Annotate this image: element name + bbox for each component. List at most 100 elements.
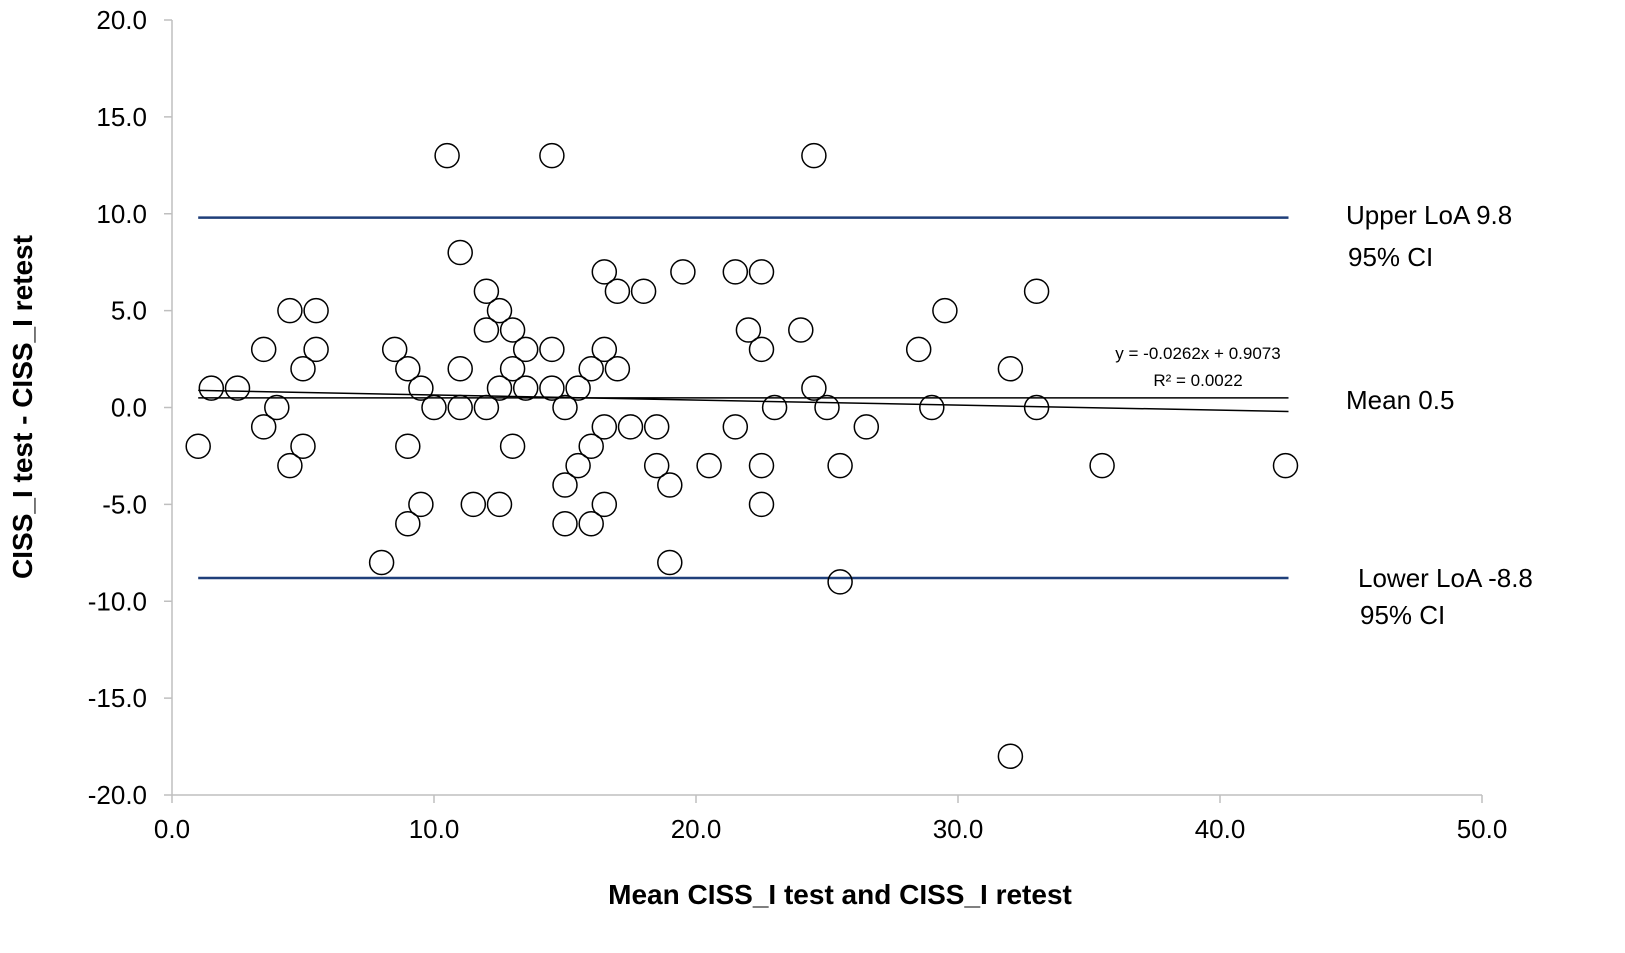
annotations: Upper LoA 9.8 95% CI Mean 0.5 Lower LoA … <box>7 200 1533 910</box>
y-axis-label: CISS_I test - CISS_I retest <box>7 235 38 579</box>
data-point <box>997 356 1024 382</box>
data-point <box>1089 452 1115 479</box>
data-point <box>801 375 827 401</box>
y-tick-label: -20.0 <box>88 780 147 810</box>
data-point <box>814 394 840 421</box>
y-tick-label: 0.0 <box>111 393 147 423</box>
data-point <box>630 278 657 304</box>
data-point <box>578 511 604 537</box>
data-point <box>473 278 500 304</box>
y-tick-label: 5.0 <box>111 296 147 326</box>
x-tick-label: 20.0 <box>671 814 722 844</box>
data-point <box>670 259 696 285</box>
data-point <box>250 336 277 363</box>
data-point <box>499 433 526 459</box>
x-tick-label: 30.0 <box>933 814 984 844</box>
data-point <box>460 491 487 518</box>
data-point <box>748 491 775 518</box>
data-point <box>604 356 631 382</box>
data-point <box>565 452 591 479</box>
data-point <box>473 394 500 421</box>
reference-lines <box>198 216 1289 580</box>
data-point <box>539 142 565 169</box>
data-point <box>604 278 631 304</box>
data-point <box>1272 452 1299 479</box>
data-point <box>748 259 775 285</box>
data-point <box>643 452 670 479</box>
data-point <box>395 511 421 537</box>
data-point <box>499 317 526 343</box>
y-tick-label: 10.0 <box>96 199 147 229</box>
x-tick-label: 40.0 <box>1195 814 1246 844</box>
trend-line <box>198 389 1289 413</box>
axes: 0.0 10.0 20.0 30.0 40.0 50.0 -20.0 -15.0 -10.0 -5… <box>88 5 1508 844</box>
data-point <box>408 491 434 518</box>
data-point <box>591 259 618 285</box>
x-tick-label: 0.0 <box>154 814 190 844</box>
data-point <box>290 356 316 382</box>
data-point <box>421 394 447 421</box>
data-point <box>591 414 618 440</box>
data-point <box>578 433 604 459</box>
data-point <box>303 297 329 324</box>
data-point <box>250 414 277 440</box>
y-tick-label: -10.0 <box>88 586 147 616</box>
data-point <box>264 394 290 421</box>
x-tick-label: 10.0 <box>409 814 460 844</box>
data-point <box>643 414 670 440</box>
data-point <box>617 414 644 440</box>
data-point <box>539 336 565 363</box>
y-tick-label: -15.0 <box>88 683 147 713</box>
data-point <box>552 511 578 537</box>
data-point <box>512 336 539 363</box>
data-point <box>499 356 526 382</box>
data-point <box>748 336 775 363</box>
data-point <box>552 394 578 421</box>
data-point <box>539 375 565 401</box>
data-point <box>290 433 316 459</box>
data-point <box>1023 394 1050 421</box>
data-point <box>853 414 880 440</box>
trendline-r2: R² = 0.0022 <box>1153 371 1242 390</box>
data-point <box>486 491 513 518</box>
lower-loa-label: Lower LoA -8.8 <box>1358 563 1533 593</box>
data-point <box>198 375 225 401</box>
data-point <box>1023 278 1050 304</box>
data-point <box>447 356 473 382</box>
data-point <box>395 433 421 459</box>
data-point <box>735 317 762 343</box>
upper-loa-ci-label: 95% CI <box>1348 242 1433 272</box>
data-point <box>591 336 618 363</box>
data-point <box>761 394 788 421</box>
data-point <box>185 433 211 459</box>
data-point <box>722 414 749 440</box>
data-point <box>395 356 421 382</box>
data-point <box>486 375 513 401</box>
data-point <box>447 239 473 266</box>
y-tick-label: 15.0 <box>96 102 147 132</box>
mean-label: Mean 0.5 <box>1346 385 1454 415</box>
data-point <box>748 452 775 479</box>
upper-loa-label: Upper LoA 9.8 <box>1346 200 1512 230</box>
data-point <box>997 743 1024 769</box>
data-point <box>565 375 591 401</box>
data-point <box>277 297 303 324</box>
data-point <box>722 259 749 285</box>
data-point <box>368 549 395 576</box>
data-point <box>512 375 539 401</box>
data-point <box>657 472 683 498</box>
data-point <box>277 452 303 479</box>
data-point <box>408 375 434 401</box>
data-point <box>578 356 604 382</box>
y-tick-label: -5.0 <box>102 489 147 519</box>
y-tick-label: 20.0 <box>96 5 147 35</box>
data-point <box>932 297 958 324</box>
data-point <box>303 336 329 363</box>
x-axis-label: Mean CISS_I test and CISS_I retest <box>608 879 1072 910</box>
data-point <box>224 375 251 401</box>
x-tick-label: 50.0 <box>1457 814 1508 844</box>
data-point <box>788 317 814 343</box>
data-point <box>552 472 578 498</box>
data-point <box>696 452 722 479</box>
